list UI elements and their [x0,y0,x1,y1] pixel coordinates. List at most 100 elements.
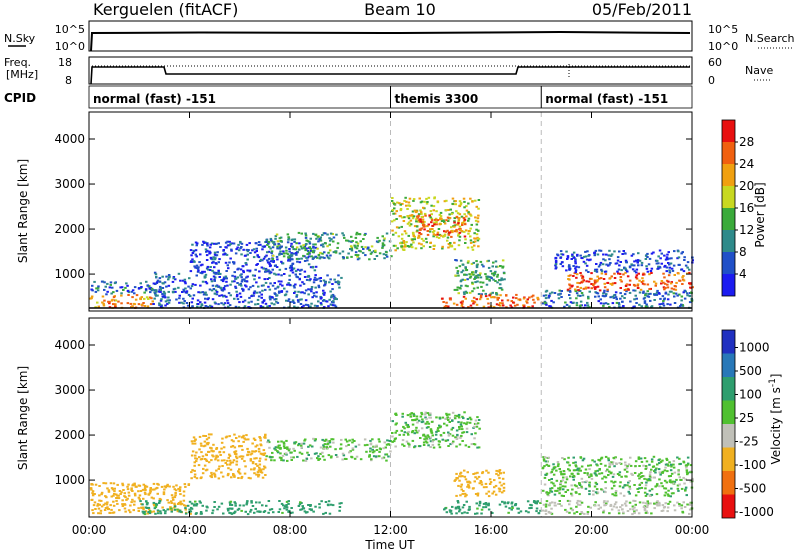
velocity-cell [579,469,582,472]
power-cell [233,271,236,274]
velocity-cell [349,450,352,453]
velocity-cell [302,507,306,510]
velocity-cell [622,494,626,497]
velocity-cell [207,436,211,439]
power-cell [414,247,418,250]
power-cell [137,303,141,306]
velocity-cell [386,439,389,442]
power-cell [579,294,582,297]
power-cell [466,278,469,281]
velocity-cell [631,505,635,508]
velocity-cell [257,475,260,478]
power-cell [676,257,679,260]
velocity-cell [624,464,627,467]
velocity-cell [237,470,240,473]
power-cell [196,305,199,308]
velocity-cell [98,494,101,497]
power-cell [308,279,311,282]
velocity-cell [594,473,598,476]
power-cell [290,254,294,257]
power-cell [643,300,647,303]
power-cell [217,261,220,264]
power-cell [224,246,227,249]
velocity-cell [217,505,221,508]
beam-title: Beam 10 [364,0,436,19]
power-cell [512,301,515,304]
power-cell [482,305,486,308]
velocity-cell [232,474,235,477]
velocity-cell [646,493,649,496]
velocity-cell [588,490,591,493]
power-cell [668,257,671,260]
velocity-cell [424,440,428,443]
velocity-cell [321,438,324,441]
power-cell [497,297,500,299]
power-cell [647,293,650,295]
velocity-cell [243,460,246,463]
power-cell [282,252,286,255]
power-cell [182,302,185,305]
velocity-cell [585,480,588,483]
velocity-cell [688,503,692,506]
velocity-cell [299,508,302,511]
velocity-cell [608,462,611,465]
velocity-cell [394,423,397,426]
velocity-cell [313,439,317,442]
power-cell [594,295,597,298]
velocity-cell [559,483,562,486]
power-cell [644,305,648,308]
power-cell [395,210,398,213]
velocity-cell [451,442,454,445]
velocity-cbar-swatch [722,377,735,401]
power-cell [680,303,683,306]
power-cell [451,197,455,200]
power-cell [454,200,457,203]
velocity-cell [144,489,147,491]
power-cell [241,300,245,303]
velocity-cell [659,473,662,476]
power-cell [477,214,480,217]
power-cell [673,302,677,304]
power-cell [455,230,459,233]
power-cell [295,257,299,260]
power-cell [317,300,320,303]
velocity-cell [617,512,621,515]
power-cell [458,231,462,234]
power-cell [172,277,175,280]
velocity-cell [574,464,577,467]
velocity-cell [535,502,538,505]
velocity-cell [237,507,241,510]
power-cell [362,248,365,250]
velocity-cell [327,500,331,503]
power-cell [602,258,605,261]
power-cell [664,291,668,294]
power-cell [418,228,422,231]
power-cell [314,234,317,237]
velocity-cell [277,444,281,447]
power-cell [445,219,448,222]
power-cell [490,296,493,299]
velocity-cell [543,456,547,459]
power-cell [469,214,473,217]
power-cell [247,306,250,308]
velocity-cell [474,476,477,479]
velocity-cell [203,444,207,447]
velocity-cell [120,491,123,494]
velocity-cell [589,464,592,467]
power-cell [96,289,100,292]
velocity-ylabel: Slant Range [km] [16,366,30,470]
power-cell [292,267,296,270]
velocity-cbar-tick: 25 [739,411,754,425]
velocity-cell [398,433,401,436]
velocity-cell [323,458,326,461]
power-cell [443,222,447,225]
power-cell [171,280,175,283]
velocity-cell [643,509,647,512]
velocity-cell [141,510,145,513]
cpid-segment-label: themis 3300 [395,92,479,106]
power-cell [650,272,653,274]
velocity-cell [147,493,150,496]
velocity-cell [315,452,318,455]
power-cell [471,281,474,284]
velocity-cell [480,508,484,511]
